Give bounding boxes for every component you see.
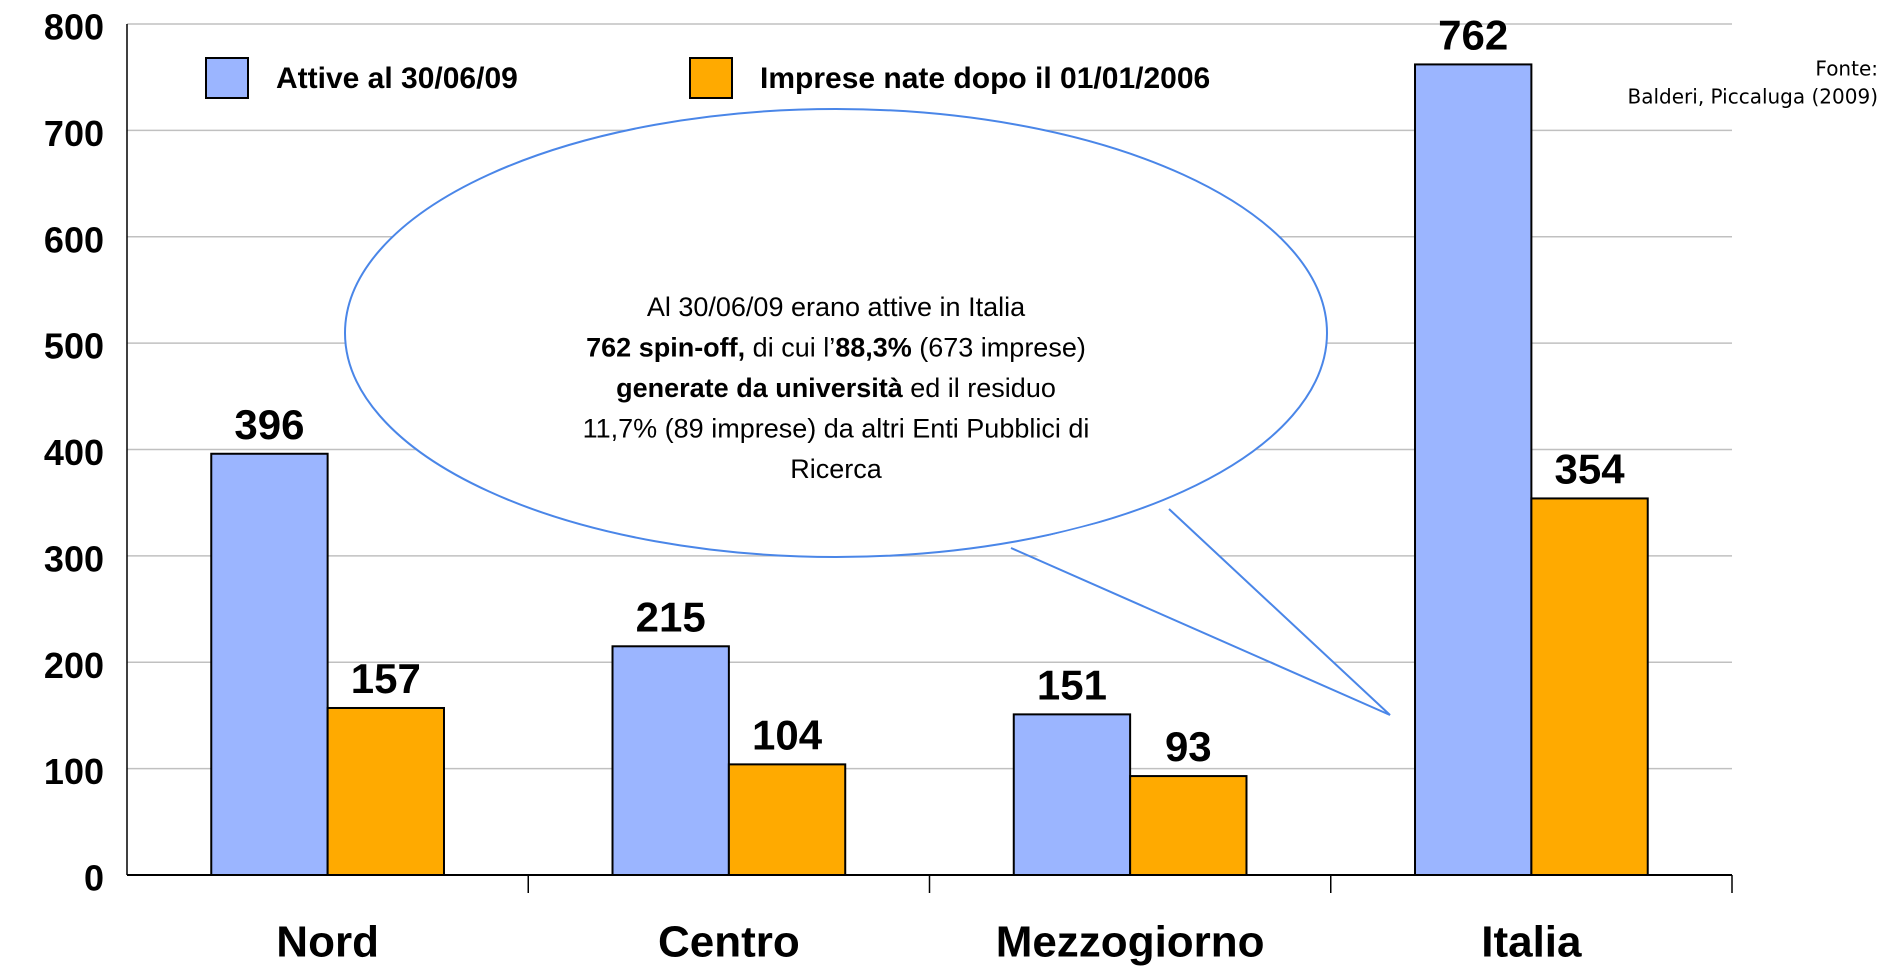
bar — [1129, 775, 1248, 876]
x-tick-label: Nord — [276, 918, 379, 966]
callout — [344, 108, 1328, 558]
annotation-run: ed il residuo — [903, 373, 1056, 403]
x-tick-label: Italia — [1481, 918, 1582, 966]
y-tick-label: 800 — [44, 7, 104, 48]
annotation-line: generate da università ed il residuo — [616, 373, 1056, 403]
bar — [727, 763, 847, 876]
y-tick-label: 200 — [44, 645, 104, 686]
data-label: 104 — [752, 711, 823, 758]
annotation-run: Ricerca — [790, 454, 883, 484]
bar — [210, 452, 329, 876]
bar — [611, 645, 730, 877]
data-label: 396 — [234, 401, 304, 448]
legend-label: Imprese nate dopo il 01/01/2006 — [760, 62, 1210, 95]
y-tick-label: 500 — [44, 326, 104, 367]
y-tick-label: 300 — [44, 538, 104, 579]
annotation-run: 11,7% (89 imprese) da altri Enti Pubblic… — [583, 414, 1090, 444]
annotation-run: di cui l’ — [745, 333, 835, 363]
bar — [326, 706, 445, 877]
data-label: 93 — [1165, 723, 1212, 770]
y-tick-label: 700 — [44, 113, 104, 154]
data-label: 354 — [1555, 446, 1626, 493]
x-tick-label: Centro — [658, 918, 800, 966]
bar — [1012, 713, 1132, 877]
y-tick-label: 600 — [44, 219, 104, 260]
bar — [1530, 497, 1649, 876]
data-label: 215 — [636, 593, 706, 640]
annotation-run: Al 30/06/09 erano attive in Italia — [647, 292, 1026, 322]
legend-label: Attive al 30/06/09 — [276, 62, 518, 95]
bar — [1414, 63, 1533, 877]
callout-tail — [1010, 508, 1391, 716]
annotation-run: (673 imprese) — [912, 333, 1086, 363]
data-label: 762 — [1438, 12, 1508, 59]
annotation-run: generate da università — [616, 373, 904, 403]
annotation-line: 762 spin-off, di cui l’88,3% (673 impres… — [586, 333, 1086, 363]
source: Balderi, Piccaluga (2009) — [1628, 85, 1879, 109]
source: Fonte: — [1815, 57, 1878, 81]
data-label: 151 — [1037, 661, 1107, 708]
callout-tail-fill — [1013, 506, 1390, 715]
annotation-line: Al 30/06/09 erano attive in Italia — [647, 292, 1026, 322]
annotation-run: 88,3% — [835, 333, 912, 363]
annotation-line: 11,7% (89 imprese) da altri Enti Pubblic… — [583, 414, 1090, 444]
y-tick-label: 0 — [84, 858, 104, 899]
annotation-line: Ricerca — [790, 454, 883, 484]
y-tick-label: 400 — [44, 432, 104, 473]
annotation-run: 762 spin-off, — [586, 333, 745, 363]
data-label: 157 — [351, 655, 421, 702]
x-tick-label: Mezzogiorno — [996, 918, 1265, 966]
y-tick-label: 100 — [44, 751, 104, 792]
legend-swatch — [689, 57, 733, 99]
legend-swatch — [205, 57, 249, 99]
